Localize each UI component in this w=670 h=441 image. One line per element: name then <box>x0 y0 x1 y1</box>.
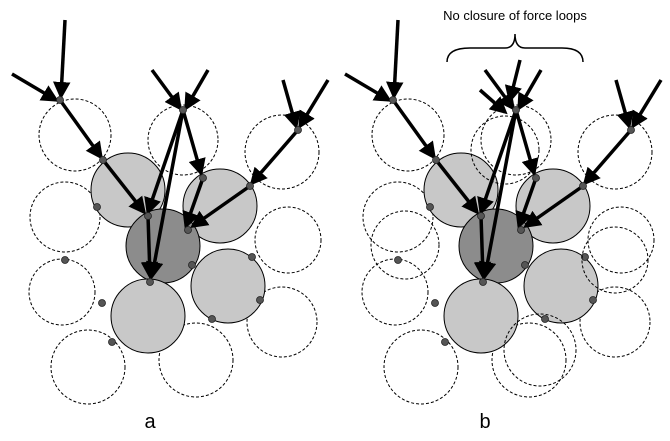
panel-a <box>12 20 328 404</box>
panel-b <box>345 20 661 404</box>
panel-label: a <box>144 411 156 433</box>
bracket <box>446 33 584 63</box>
annotation: No closure of force loops <box>443 8 587 23</box>
panel-label: b <box>479 411 490 433</box>
